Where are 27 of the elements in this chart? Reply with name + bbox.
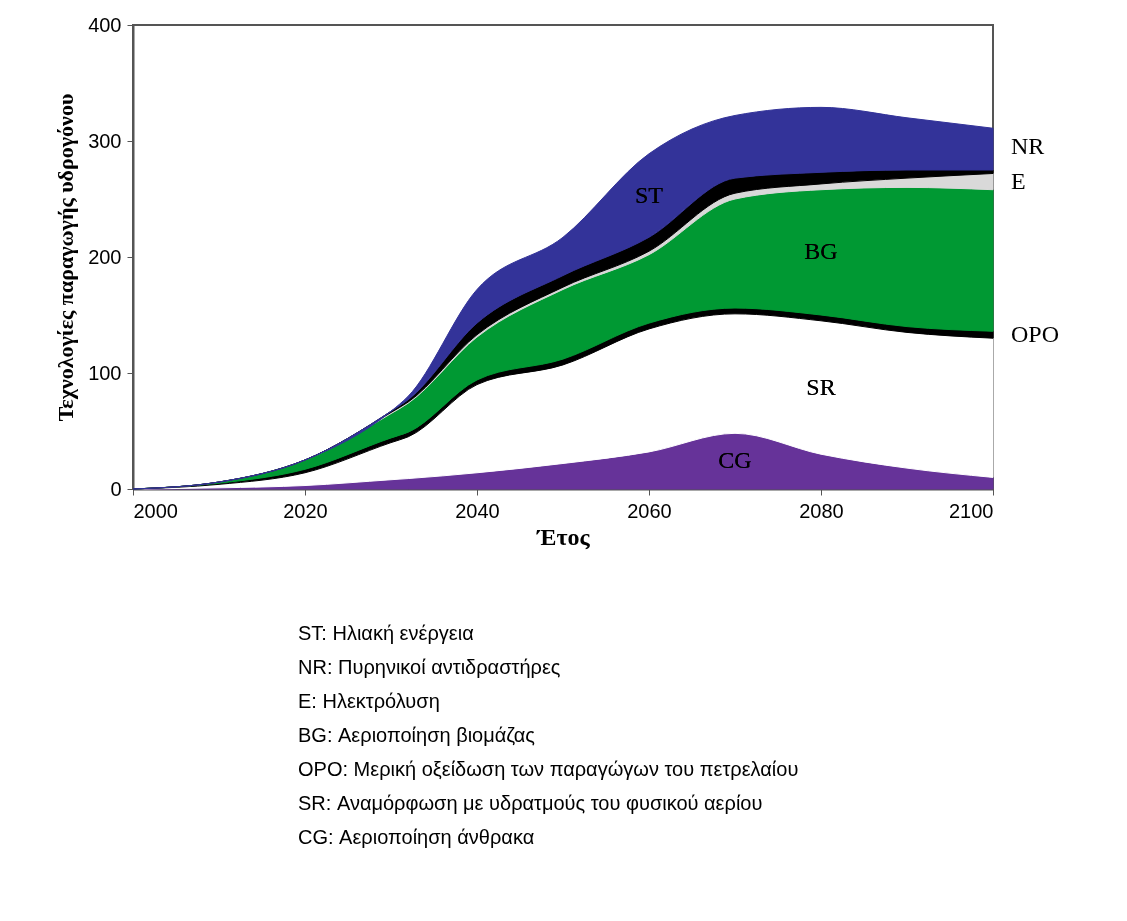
x-tick-label: 2100 xyxy=(949,499,994,522)
x-tick-label: 2020 xyxy=(283,499,328,522)
series-label: OPO xyxy=(1011,320,1060,347)
y-tick-label: 400 xyxy=(88,13,122,36)
text: SR: Αναμόρφωση με υδρατμούς του φυσικού αερίου xyxy=(298,792,763,814)
y-tick-label: 200 xyxy=(88,245,122,268)
text: OPO: Μερική οξείδωση των παραγώγων του πετρελαίου xyxy=(298,758,799,780)
x-tick-label: 2080 xyxy=(799,499,844,522)
text: CG: Αεριοποίηση άνθρακα xyxy=(298,826,535,848)
series-label: ST xyxy=(634,181,664,208)
x-tick-label: 2040 xyxy=(455,499,500,522)
y-axis-title: Τεχνολογίες παραγωγής υδρογόνου xyxy=(53,93,79,422)
text: ST: Ηλιακή ενέργεια xyxy=(298,622,474,644)
x-axis-title: Έτος xyxy=(536,523,591,550)
y-tick-label: 300 xyxy=(88,129,122,152)
series-label: SR xyxy=(806,373,836,400)
text: E: Ηλεκτρόλυση xyxy=(298,690,440,712)
series-label: NR xyxy=(1011,132,1045,159)
x-tick-label: 2060 xyxy=(627,499,672,522)
text: BG: Αεριοποίηση βιομάζας xyxy=(298,724,536,746)
y-tick-label: 100 xyxy=(88,361,122,384)
series-label: BG xyxy=(804,238,838,265)
y-tick-label: 0 xyxy=(110,477,122,500)
series-label: E xyxy=(1011,167,1026,194)
series-label: CG xyxy=(718,447,752,474)
x-tick-label: 2000 xyxy=(133,499,178,522)
text: NR: Πυρηνικοί αντιδραστήρες xyxy=(298,656,561,678)
